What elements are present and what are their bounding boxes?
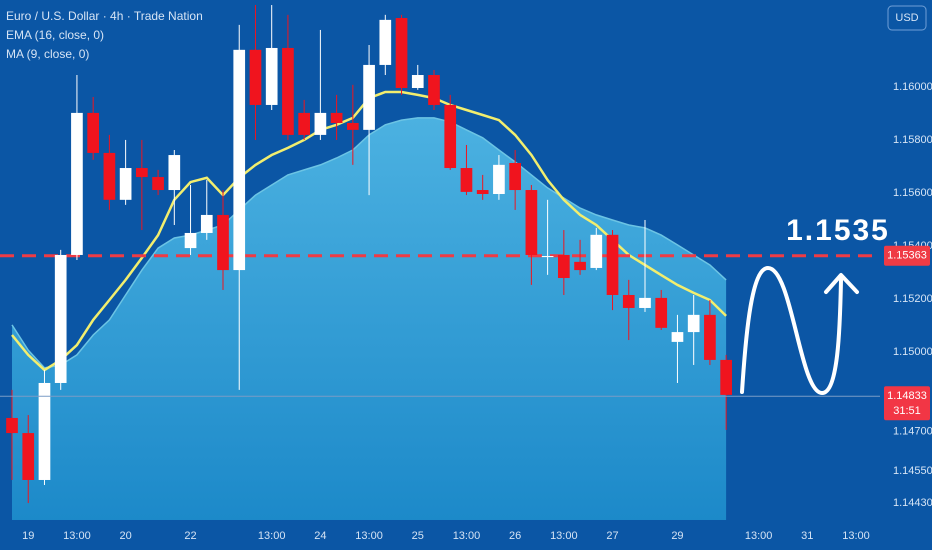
candle-body xyxy=(6,417,18,434)
x-tick-label: 29 xyxy=(671,530,683,542)
candle-body xyxy=(265,47,278,105)
candle-body xyxy=(347,122,359,130)
x-tick-label: 13:00 xyxy=(355,530,383,542)
x-tick-label: 13:00 xyxy=(63,530,91,542)
currency-label[interactable]: USD xyxy=(895,12,918,24)
candle-body xyxy=(720,359,732,395)
x-tick-label: 13:00 xyxy=(842,530,870,542)
candle-body xyxy=(428,75,440,105)
y-tick-label: 1.15600 xyxy=(893,187,932,199)
candle-body xyxy=(606,234,619,295)
candle-body xyxy=(379,19,392,65)
plot-area xyxy=(0,5,880,521)
candle-body xyxy=(590,234,603,268)
candle-body xyxy=(87,112,100,153)
last-price-box xyxy=(884,386,930,421)
x-tick-label: 22 xyxy=(184,530,196,542)
x-tick-label: 31 xyxy=(801,530,813,542)
y-tick-label: 1.14550 xyxy=(893,465,932,477)
candle-body xyxy=(233,49,246,271)
price-line-label-box xyxy=(884,245,930,266)
legend-entry: MA (9, close, 0) xyxy=(6,47,89,61)
candle-body xyxy=(249,49,262,105)
candle-body xyxy=(444,104,457,169)
candle-body xyxy=(184,232,197,249)
y-tick-label: 1.15200 xyxy=(893,293,932,305)
candle-body xyxy=(71,112,83,255)
x-tick-label: 13:00 xyxy=(745,530,773,542)
candle-body xyxy=(136,168,148,178)
price-line-label: 1.15363 xyxy=(887,250,927,262)
candle-body xyxy=(200,214,213,233)
candle-body xyxy=(557,254,570,279)
candle-body xyxy=(152,177,164,191)
candle-body xyxy=(330,112,343,123)
drawn-wave xyxy=(740,265,843,396)
x-tick-label: 20 xyxy=(119,530,131,542)
x-tick-label: 13:00 xyxy=(550,530,578,542)
candle-body xyxy=(639,297,651,308)
last-price-label: 1.14833 xyxy=(887,390,927,402)
candle-body xyxy=(168,155,181,191)
candle-body xyxy=(509,162,521,191)
y-tick-label: 1.15000 xyxy=(893,346,932,358)
candle-body xyxy=(298,112,310,135)
candle-body xyxy=(103,152,116,200)
candle-body xyxy=(655,297,668,328)
candle-body xyxy=(704,314,716,360)
candle-body xyxy=(574,261,586,271)
candle-body xyxy=(671,332,684,342)
legend-entry: EMA (16, close, 0) xyxy=(6,28,104,42)
candle-body xyxy=(541,256,554,258)
candle-body xyxy=(119,168,132,200)
candle-body xyxy=(493,164,505,195)
candle-body xyxy=(525,190,538,255)
x-tick-label: 19 xyxy=(22,530,34,542)
x-tick-label: 27 xyxy=(606,530,618,542)
candle-body xyxy=(687,314,700,333)
candle-body xyxy=(363,64,375,130)
x-tick-label: 24 xyxy=(314,530,326,542)
chart-title: Euro / U.S. Dollar · 4h · Trade Nation xyxy=(6,9,203,23)
candle-body xyxy=(395,18,408,88)
countdown-label: 31:51 xyxy=(893,405,921,417)
candle-body xyxy=(460,168,473,192)
candle-body xyxy=(411,75,424,88)
annotation: 1.1535 xyxy=(786,214,890,247)
candle-body xyxy=(476,190,489,195)
x-tick-label: 26 xyxy=(509,530,521,542)
x-tick-label: 13:00 xyxy=(453,530,481,542)
x-tick-label: 25 xyxy=(412,530,424,542)
candle-body xyxy=(282,47,294,135)
drawn-arrowhead xyxy=(824,273,859,294)
candle-body xyxy=(314,112,327,135)
candle-body xyxy=(38,382,51,480)
y-tick-label: 1.15800 xyxy=(893,134,932,146)
x-tick-label: 13:00 xyxy=(258,530,286,542)
candle-body xyxy=(217,214,229,271)
candle-body xyxy=(22,433,35,480)
candle-body xyxy=(622,294,635,308)
y-tick-label: 1.16000 xyxy=(893,81,932,93)
currency-button[interactable] xyxy=(887,5,927,31)
y-tick-label: 1.14430 xyxy=(893,497,932,509)
y-tick-label: 1.14700 xyxy=(893,425,932,437)
candle-body xyxy=(54,254,67,383)
